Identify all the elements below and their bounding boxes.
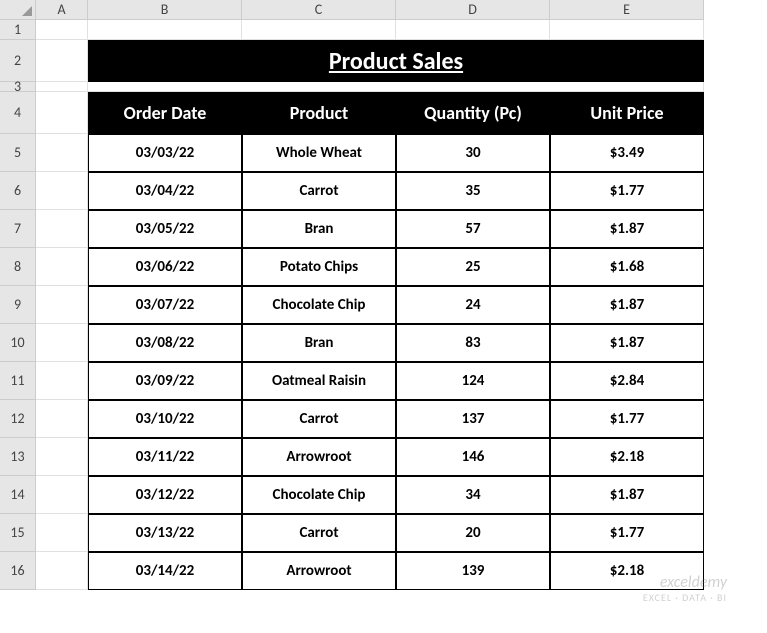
cell-product[interactable]: Whole Wheat bbox=[242, 134, 396, 172]
cell-product[interactable]: Carrot bbox=[242, 172, 396, 210]
row-header-1[interactable]: 1 bbox=[0, 20, 36, 40]
cell-price[interactable]: $1.87 bbox=[550, 476, 704, 514]
cell-qty[interactable]: 57 bbox=[396, 210, 550, 248]
cell-A2[interactable] bbox=[36, 40, 88, 82]
cell-qty[interactable]: 20 bbox=[396, 514, 550, 552]
title-cell[interactable]: Product Sales bbox=[88, 40, 704, 82]
select-all-corner[interactable] bbox=[0, 0, 36, 20]
col-header-D[interactable]: D bbox=[396, 0, 550, 20]
cell-product[interactable]: Oatmeal Raisin bbox=[242, 362, 396, 400]
header-product[interactable]: Product bbox=[242, 92, 396, 134]
cell-qty[interactable]: 146 bbox=[396, 438, 550, 476]
cell-qty[interactable]: 124 bbox=[396, 362, 550, 400]
col-header-C[interactable]: C bbox=[242, 0, 396, 20]
cell-A1[interactable] bbox=[36, 20, 88, 40]
col-header-A[interactable]: A bbox=[36, 0, 88, 20]
row-header-15[interactable]: 15 bbox=[0, 514, 36, 552]
cell-A12[interactable] bbox=[36, 400, 88, 438]
cell-product[interactable]: Bran bbox=[242, 324, 396, 362]
cell-C1[interactable] bbox=[242, 20, 396, 40]
cell-price[interactable]: $2.18 bbox=[550, 552, 704, 590]
row-header-8[interactable]: 8 bbox=[0, 248, 36, 286]
cell-qty[interactable]: 25 bbox=[396, 248, 550, 286]
row-header-14[interactable]: 14 bbox=[0, 476, 36, 514]
cell-product[interactable]: Chocolate Chip bbox=[242, 286, 396, 324]
cell-date[interactable]: 03/09/22 bbox=[88, 362, 242, 400]
header-order-date[interactable]: Order Date bbox=[88, 92, 242, 134]
row-header-9[interactable]: 9 bbox=[0, 286, 36, 324]
cell-qty[interactable]: 137 bbox=[396, 400, 550, 438]
cell-A14[interactable] bbox=[36, 476, 88, 514]
row-header-16[interactable]: 16 bbox=[0, 552, 36, 590]
cell-date[interactable]: 03/08/22 bbox=[88, 324, 242, 362]
row-header-4[interactable]: 4 bbox=[0, 92, 36, 134]
cell-B1[interactable] bbox=[88, 20, 242, 40]
cell-product[interactable]: Chocolate Chip bbox=[242, 476, 396, 514]
row-header-3[interactable]: 3 bbox=[0, 82, 36, 92]
row-header-13[interactable]: 13 bbox=[0, 438, 36, 476]
cell-qty[interactable]: 83 bbox=[396, 324, 550, 362]
cell-D1[interactable] bbox=[396, 20, 550, 40]
row-header-2[interactable]: 2 bbox=[0, 40, 36, 82]
row-header-7[interactable]: 7 bbox=[0, 210, 36, 248]
col-header-E[interactable]: E bbox=[550, 0, 704, 20]
cell-A11[interactable] bbox=[36, 362, 88, 400]
header-unit-price[interactable]: Unit Price bbox=[550, 92, 704, 134]
cell-A8[interactable] bbox=[36, 248, 88, 286]
cell-date[interactable]: 03/06/22 bbox=[88, 248, 242, 286]
cell-product[interactable]: Arrowroot bbox=[242, 552, 396, 590]
cell-A5[interactable] bbox=[36, 134, 88, 172]
cell-price[interactable]: $1.77 bbox=[550, 172, 704, 210]
cell-price[interactable]: $1.77 bbox=[550, 400, 704, 438]
cell-price[interactable]: $1.68 bbox=[550, 248, 704, 286]
cell-A7[interactable] bbox=[36, 210, 88, 248]
cell-date[interactable]: 03/11/22 bbox=[88, 438, 242, 476]
row-header-10[interactable]: 10 bbox=[0, 324, 36, 362]
cell-A16[interactable] bbox=[36, 552, 88, 590]
cell-product[interactable]: Bran bbox=[242, 210, 396, 248]
col-header-B[interactable]: B bbox=[88, 0, 242, 20]
cell-qty[interactable]: 30 bbox=[396, 134, 550, 172]
cell-price[interactable]: $1.87 bbox=[550, 324, 704, 362]
cell-product[interactable]: Potato Chips bbox=[242, 248, 396, 286]
cell-product[interactable]: Carrot bbox=[242, 400, 396, 438]
cell-date[interactable]: 03/10/22 bbox=[88, 400, 242, 438]
cell-price[interactable]: $1.87 bbox=[550, 210, 704, 248]
cell-date[interactable]: 03/12/22 bbox=[88, 476, 242, 514]
cell-A15[interactable] bbox=[36, 514, 88, 552]
cell-price[interactable]: $2.18 bbox=[550, 438, 704, 476]
cell-price[interactable]: $1.77 bbox=[550, 514, 704, 552]
cell-product[interactable]: Arrowroot bbox=[242, 438, 396, 476]
header-quantity[interactable]: Quantity (Pc) bbox=[396, 92, 550, 134]
cell-date[interactable]: 03/13/22 bbox=[88, 514, 242, 552]
cell-price[interactable]: $3.49 bbox=[550, 134, 704, 172]
cell-A6[interactable] bbox=[36, 172, 88, 210]
row-header-11[interactable]: 11 bbox=[0, 362, 36, 400]
cell-A10[interactable] bbox=[36, 324, 88, 362]
cell-A9[interactable] bbox=[36, 286, 88, 324]
watermark-line2: EXCEL · DATA · BI bbox=[643, 592, 727, 603]
cell-price[interactable]: $1.87 bbox=[550, 286, 704, 324]
cell-date[interactable]: 03/05/22 bbox=[88, 210, 242, 248]
row-header-12[interactable]: 12 bbox=[0, 400, 36, 438]
cell-qty[interactable]: 24 bbox=[396, 286, 550, 324]
cell-date[interactable]: 03/04/22 bbox=[88, 172, 242, 210]
cell-A3[interactable] bbox=[36, 82, 88, 92]
cell-date[interactable]: 03/03/22 bbox=[88, 134, 242, 172]
cell-A4[interactable] bbox=[36, 92, 88, 134]
cell-E1[interactable] bbox=[550, 20, 704, 40]
cell-qty[interactable]: 139 bbox=[396, 552, 550, 590]
cell-product[interactable]: Carrot bbox=[242, 514, 396, 552]
spreadsheet-grid: A B C D E 1 2 Product Sales 3 4 Order Da… bbox=[0, 0, 767, 590]
cell-price[interactable]: $2.84 bbox=[550, 362, 704, 400]
row-header-5[interactable]: 5 bbox=[0, 134, 36, 172]
cell-B3E3[interactable] bbox=[88, 82, 704, 92]
cell-qty[interactable]: 35 bbox=[396, 172, 550, 210]
cell-qty[interactable]: 34 bbox=[396, 476, 550, 514]
cell-A13[interactable] bbox=[36, 438, 88, 476]
cell-date[interactable]: 03/07/22 bbox=[88, 286, 242, 324]
row-header-6[interactable]: 6 bbox=[0, 172, 36, 210]
cell-date[interactable]: 03/14/22 bbox=[88, 552, 242, 590]
